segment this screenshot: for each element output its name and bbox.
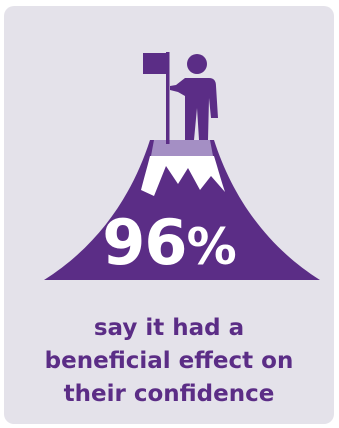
caption-line: beneficial effect on bbox=[44, 348, 294, 374]
flag-pole bbox=[166, 52, 170, 144]
person-icon bbox=[170, 54, 218, 140]
caption-line: say it had a bbox=[93, 315, 245, 341]
mountain-illustration bbox=[44, 52, 320, 280]
stat-card: 96% say it had a beneficial effect on th… bbox=[4, 6, 334, 424]
mountain-summit bbox=[151, 140, 213, 156]
snow-cap bbox=[141, 156, 225, 196]
flag-icon bbox=[143, 53, 169, 74]
stat-number: 96 bbox=[102, 206, 187, 279]
mountain-icon bbox=[44, 140, 320, 280]
stat-value: 96% bbox=[4, 212, 334, 274]
stat-unit: % bbox=[186, 218, 237, 276]
caption-line: their confidence bbox=[63, 381, 275, 407]
stat-caption: say it had a beneficial effect on their … bbox=[4, 312, 334, 411]
